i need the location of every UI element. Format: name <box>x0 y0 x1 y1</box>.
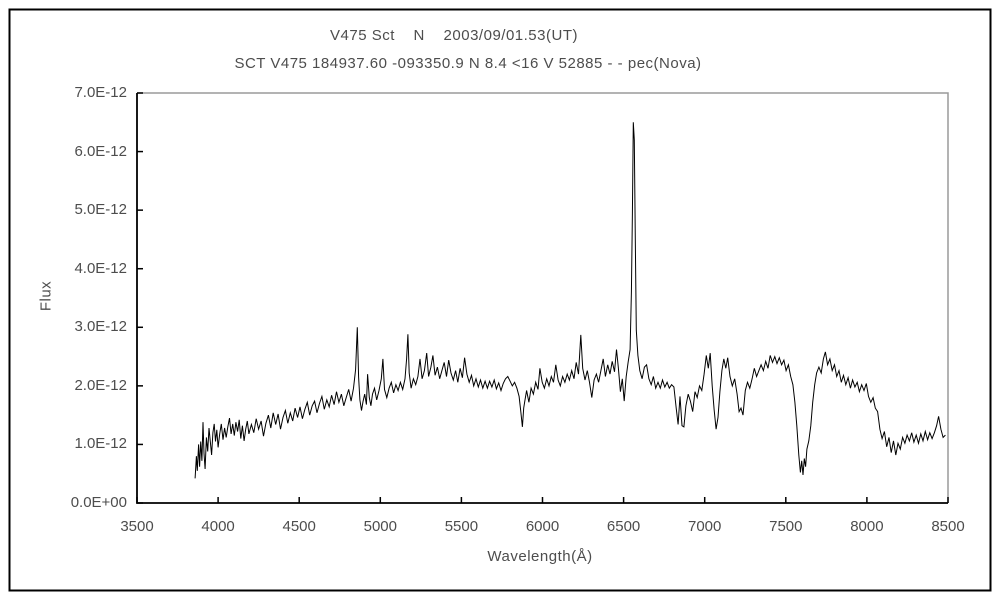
spectrum-line <box>194 122 946 479</box>
x-tick-label: 3500 <box>120 518 154 535</box>
y-tick-label: 7.0E-12 <box>74 84 127 101</box>
plot-axes <box>136 93 948 504</box>
x-tick-label: 5000 <box>363 518 397 535</box>
x-tick-label: 8000 <box>850 518 884 535</box>
y-tick-label: 3.0E-12 <box>74 318 127 336</box>
y-tick-label: 2.0E-12 <box>74 376 127 394</box>
y-axis-title: Flux <box>37 280 55 312</box>
x-tick-label: 6000 <box>525 518 560 535</box>
x-tick-label: 7500 <box>769 518 803 535</box>
x-tick-label: 6500 <box>606 518 641 535</box>
x-tick-label: 7000 <box>688 518 722 535</box>
y-tick-label: 5.0E-12 <box>74 201 127 219</box>
x-tick-label: 8500 <box>931 518 965 535</box>
chart-subtitle: SCT V475 184937.60 -093350.9 N 8.4 <16 V… <box>234 55 702 72</box>
y-tick-label: 1.0E-12 <box>74 435 127 453</box>
x-axis-title: Wavelength(Å) <box>487 548 593 565</box>
axis-ticks <box>136 92 949 504</box>
y-tick-label: 6.0E-12 <box>74 142 127 160</box>
x-tick-label: 5500 <box>444 518 479 535</box>
chart-title: V475 Sct N 2003/09/01.53(UT) <box>330 27 578 44</box>
x-tick-label: 4500 <box>282 518 316 535</box>
window-border <box>8 8 992 592</box>
y-tick-label: 0.0E+00 <box>70 494 127 511</box>
plot-frame-top-right <box>137 92 949 503</box>
y-tick-label: 4.0E-12 <box>74 259 127 277</box>
x-tick-label: 4000 <box>201 518 235 535</box>
